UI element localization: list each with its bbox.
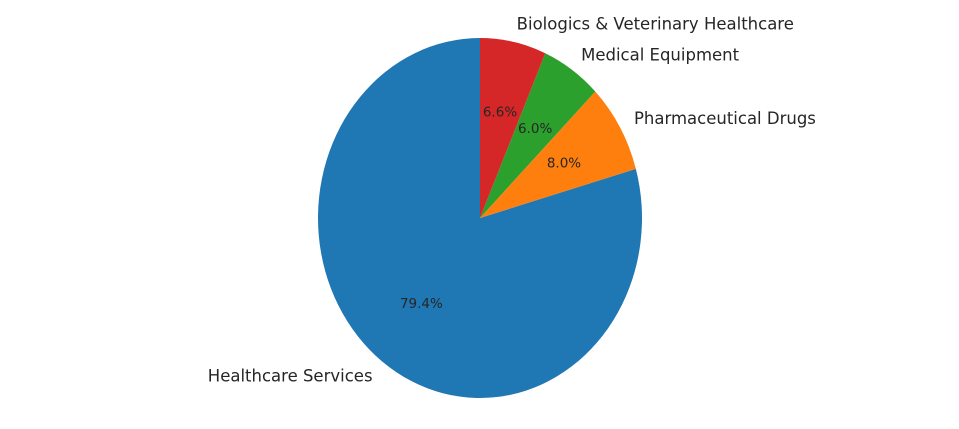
percent-label-healthcare-services: 79.4% <box>400 296 443 312</box>
percent-label-medical-equipment: 6.0% <box>518 121 552 137</box>
category-label-pharmaceutical-drugs: Pharmaceutical Drugs <box>634 109 816 128</box>
category-labels-layer: Healthcare Services Pharmaceutical Drugs M… <box>208 15 816 386</box>
pie-slice-pharmaceutical-drugs <box>480 91 636 218</box>
percent-labels-layer: 79.4% 8.0% 6.0%6.6% <box>400 104 581 312</box>
pie-slice-biologics-veterinary-healthcare <box>480 38 546 218</box>
category-label-biologics-veterinary-healthcare: Biologics & Veterinary Healthcare <box>517 15 794 34</box>
pie-slice-healthcare-services <box>318 38 643 398</box>
category-label-healthcare-services: Healthcare Services <box>208 366 373 385</box>
category-label-medical-equipment: Medical Equipment <box>581 45 740 64</box>
percent-label-biologics-veterinary-healthcare: 6.6% <box>483 104 517 120</box>
pie-slice-medical-equipment <box>480 53 596 219</box>
percent-label-pharmaceutical-drugs: 8.0% <box>547 156 581 172</box>
slices-layer <box>318 38 643 398</box>
